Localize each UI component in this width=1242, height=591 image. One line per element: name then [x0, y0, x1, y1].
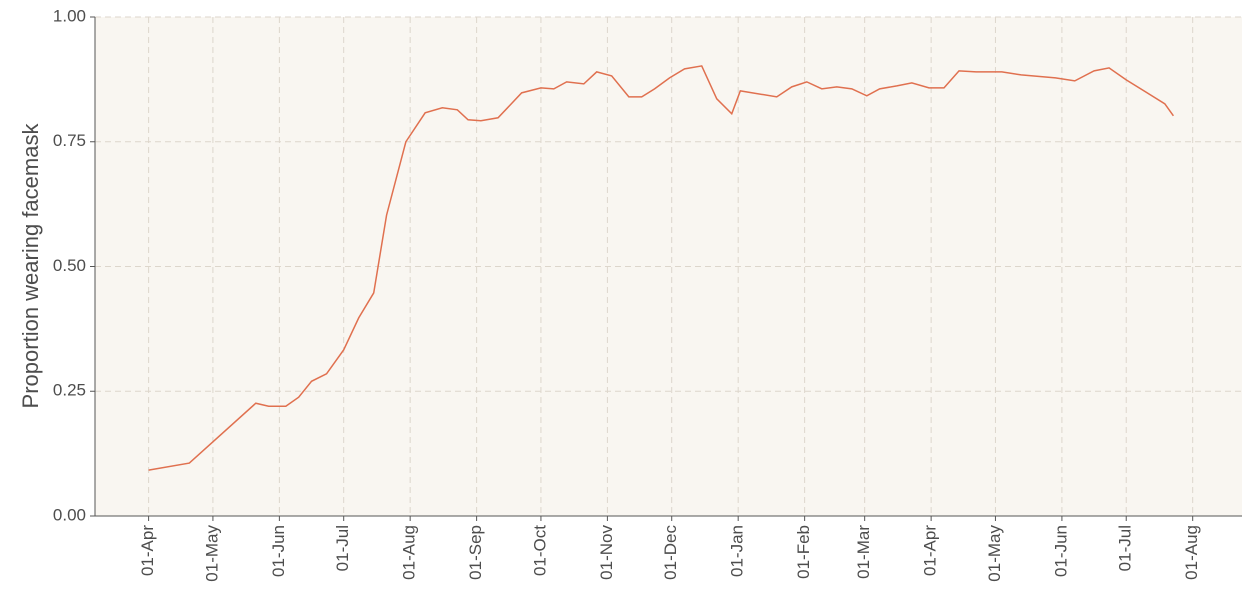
- y-tick-label: 1.00: [53, 6, 86, 25]
- x-tick-label: 01-Dec: [661, 525, 680, 580]
- x-tick-label: 01-May: [985, 525, 1004, 582]
- data-line: [148, 65, 1174, 471]
- y-tick-label: 0.50: [53, 256, 86, 275]
- y-axis-label: Proportion wearing facemask: [18, 123, 43, 409]
- x-tick-label: 01-Jul: [333, 525, 352, 571]
- x-tick-label: 01-Jul: [1116, 525, 1135, 571]
- x-tick-label: 01-Apr: [138, 525, 157, 576]
- x-tick-label: 01-Aug: [1182, 525, 1201, 580]
- x-tick-label: 01-Sep: [466, 525, 485, 580]
- y-tick-label: 0.00: [53, 505, 86, 524]
- x-tick-label: 01-Jun: [269, 525, 288, 577]
- x-tick-label: 01-Jun: [1051, 525, 1070, 577]
- x-tick-label: 01-Nov: [597, 525, 616, 580]
- x-tick-label: 01-Aug: [400, 525, 419, 580]
- x-tick-label: 01-Apr: [921, 525, 940, 576]
- x-tick-label: 01-Feb: [794, 525, 813, 579]
- x-tick-label: 01-Mar: [854, 525, 873, 579]
- x-tick-label: 01-Oct: [530, 525, 549, 576]
- x-tick-label: 01-May: [202, 525, 221, 582]
- y-tick-label: 0.25: [53, 381, 86, 400]
- y-tick-label: 0.75: [53, 131, 86, 150]
- x-tick-label: 01-Jan: [728, 525, 747, 577]
